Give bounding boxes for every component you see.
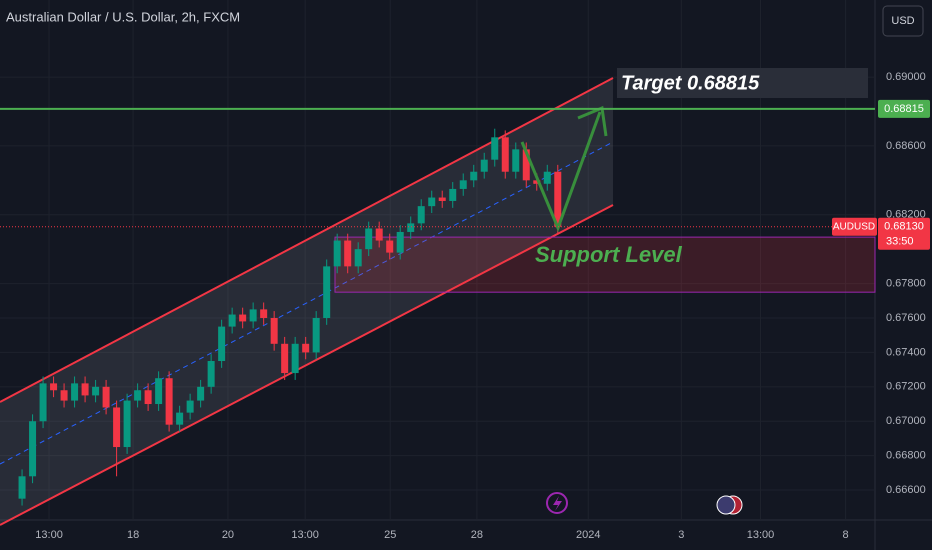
candle-body — [407, 223, 415, 232]
candle-body — [333, 240, 341, 267]
event-icon[interactable] — [546, 492, 568, 514]
target-price: 0.68815 — [884, 103, 924, 115]
candle-body — [512, 149, 520, 172]
candle-body — [29, 421, 37, 477]
currency-label: USD — [891, 15, 914, 27]
chart-title: Australian Dollar / U.S. Dollar, 2h, FXC… — [6, 9, 240, 24]
candle-body — [386, 240, 394, 253]
flag-icon[interactable] — [716, 495, 736, 515]
candle-body — [270, 317, 278, 344]
channel-upper — [0, 77, 614, 403]
x-tick-label: 25 — [384, 529, 396, 541]
candle-body — [354, 249, 362, 267]
drawings — [0, 77, 876, 526]
candle-body — [249, 309, 257, 322]
candle-body — [50, 383, 58, 391]
x-tick-label: 28 — [471, 529, 483, 541]
candle-body — [165, 378, 173, 425]
candle-body — [417, 206, 425, 224]
candle-body — [533, 180, 541, 184]
candle-body — [480, 159, 488, 172]
candle-body — [134, 390, 142, 401]
candle-body — [281, 343, 289, 374]
support-label: Support Level — [535, 242, 683, 267]
target-box — [617, 68, 868, 98]
currency-button[interactable] — [882, 5, 924, 37]
candle-body — [291, 343, 299, 374]
channel-fill — [0, 78, 613, 525]
y-tick-label: 0.67800 — [886, 277, 926, 289]
x-tick-label: 20 — [222, 529, 234, 541]
candle-body — [302, 343, 310, 353]
candle-body — [60, 390, 68, 401]
y-tick-label: 0.66600 — [886, 484, 926, 496]
target-badge — [878, 99, 930, 118]
candle-body — [438, 197, 446, 201]
y-tick-label: 0.67200 — [886, 381, 926, 393]
y-tick-label: 0.69000 — [886, 71, 926, 83]
x-tick-label: 8 — [843, 529, 849, 541]
candle-body — [260, 309, 268, 318]
countdown: 33:50 — [886, 236, 914, 248]
candles — [18, 128, 562, 506]
candle-body — [543, 171, 551, 184]
candle-body — [449, 188, 457, 201]
candle-body — [144, 390, 152, 405]
candle-body — [522, 149, 530, 181]
channel-mid — [0, 141, 614, 465]
x-tick-label: 18 — [127, 529, 139, 541]
candle-body — [396, 231, 404, 253]
candle-body — [113, 407, 121, 448]
symbol-badge — [832, 217, 877, 236]
x-tick-label: 3 — [678, 529, 684, 541]
candle-body — [491, 137, 499, 160]
candle-body — [197, 386, 205, 401]
candle-body — [228, 314, 236, 327]
candle-body — [312, 317, 320, 353]
candle-body — [155, 378, 163, 405]
y-tick-label: 0.67400 — [886, 346, 926, 358]
y-tick-label: 0.67000 — [886, 415, 926, 427]
price-badge — [878, 217, 930, 250]
candle-body — [501, 137, 509, 172]
symbol-label: AUDUSD — [833, 221, 875, 232]
candle-body — [81, 383, 89, 396]
support-zone — [334, 236, 876, 293]
channel-lower — [0, 204, 614, 526]
y-tick-label: 0.68600 — [886, 140, 926, 152]
event-bolt — [553, 496, 562, 511]
candle-body — [92, 386, 100, 396]
y-tick-label: 0.68200 — [886, 209, 926, 221]
candle-body — [186, 400, 194, 413]
x-tick-label: 13:00 — [747, 529, 775, 541]
candle-body — [428, 197, 436, 207]
x-tick-label: 2024 — [576, 529, 600, 541]
candle-body — [71, 383, 79, 401]
y-tick-label: 0.66800 — [886, 450, 926, 462]
candle-body — [39, 383, 47, 422]
candle-body — [375, 228, 383, 241]
candle-body — [239, 314, 247, 322]
candle-body — [218, 326, 226, 362]
last-price: 0.68130 — [884, 221, 924, 233]
x-tick-label: 13:00 — [291, 529, 319, 541]
target-label: Target 0.68815 — [621, 72, 760, 94]
candle-body — [323, 266, 331, 318]
candle-body — [365, 228, 373, 250]
candle-body — [459, 180, 467, 189]
x-tick-label: 13:00 — [35, 529, 63, 541]
candle-body — [554, 171, 562, 227]
y-tick-label: 0.67600 — [886, 312, 926, 324]
projection-arrow — [520, 111, 602, 233]
candle-body — [102, 386, 110, 408]
candle-body — [470, 171, 478, 181]
candle-body — [207, 361, 215, 387]
candle-body — [18, 476, 26, 499]
candle-body — [123, 400, 131, 448]
candle-body — [176, 412, 184, 425]
candle-body — [344, 240, 352, 267]
